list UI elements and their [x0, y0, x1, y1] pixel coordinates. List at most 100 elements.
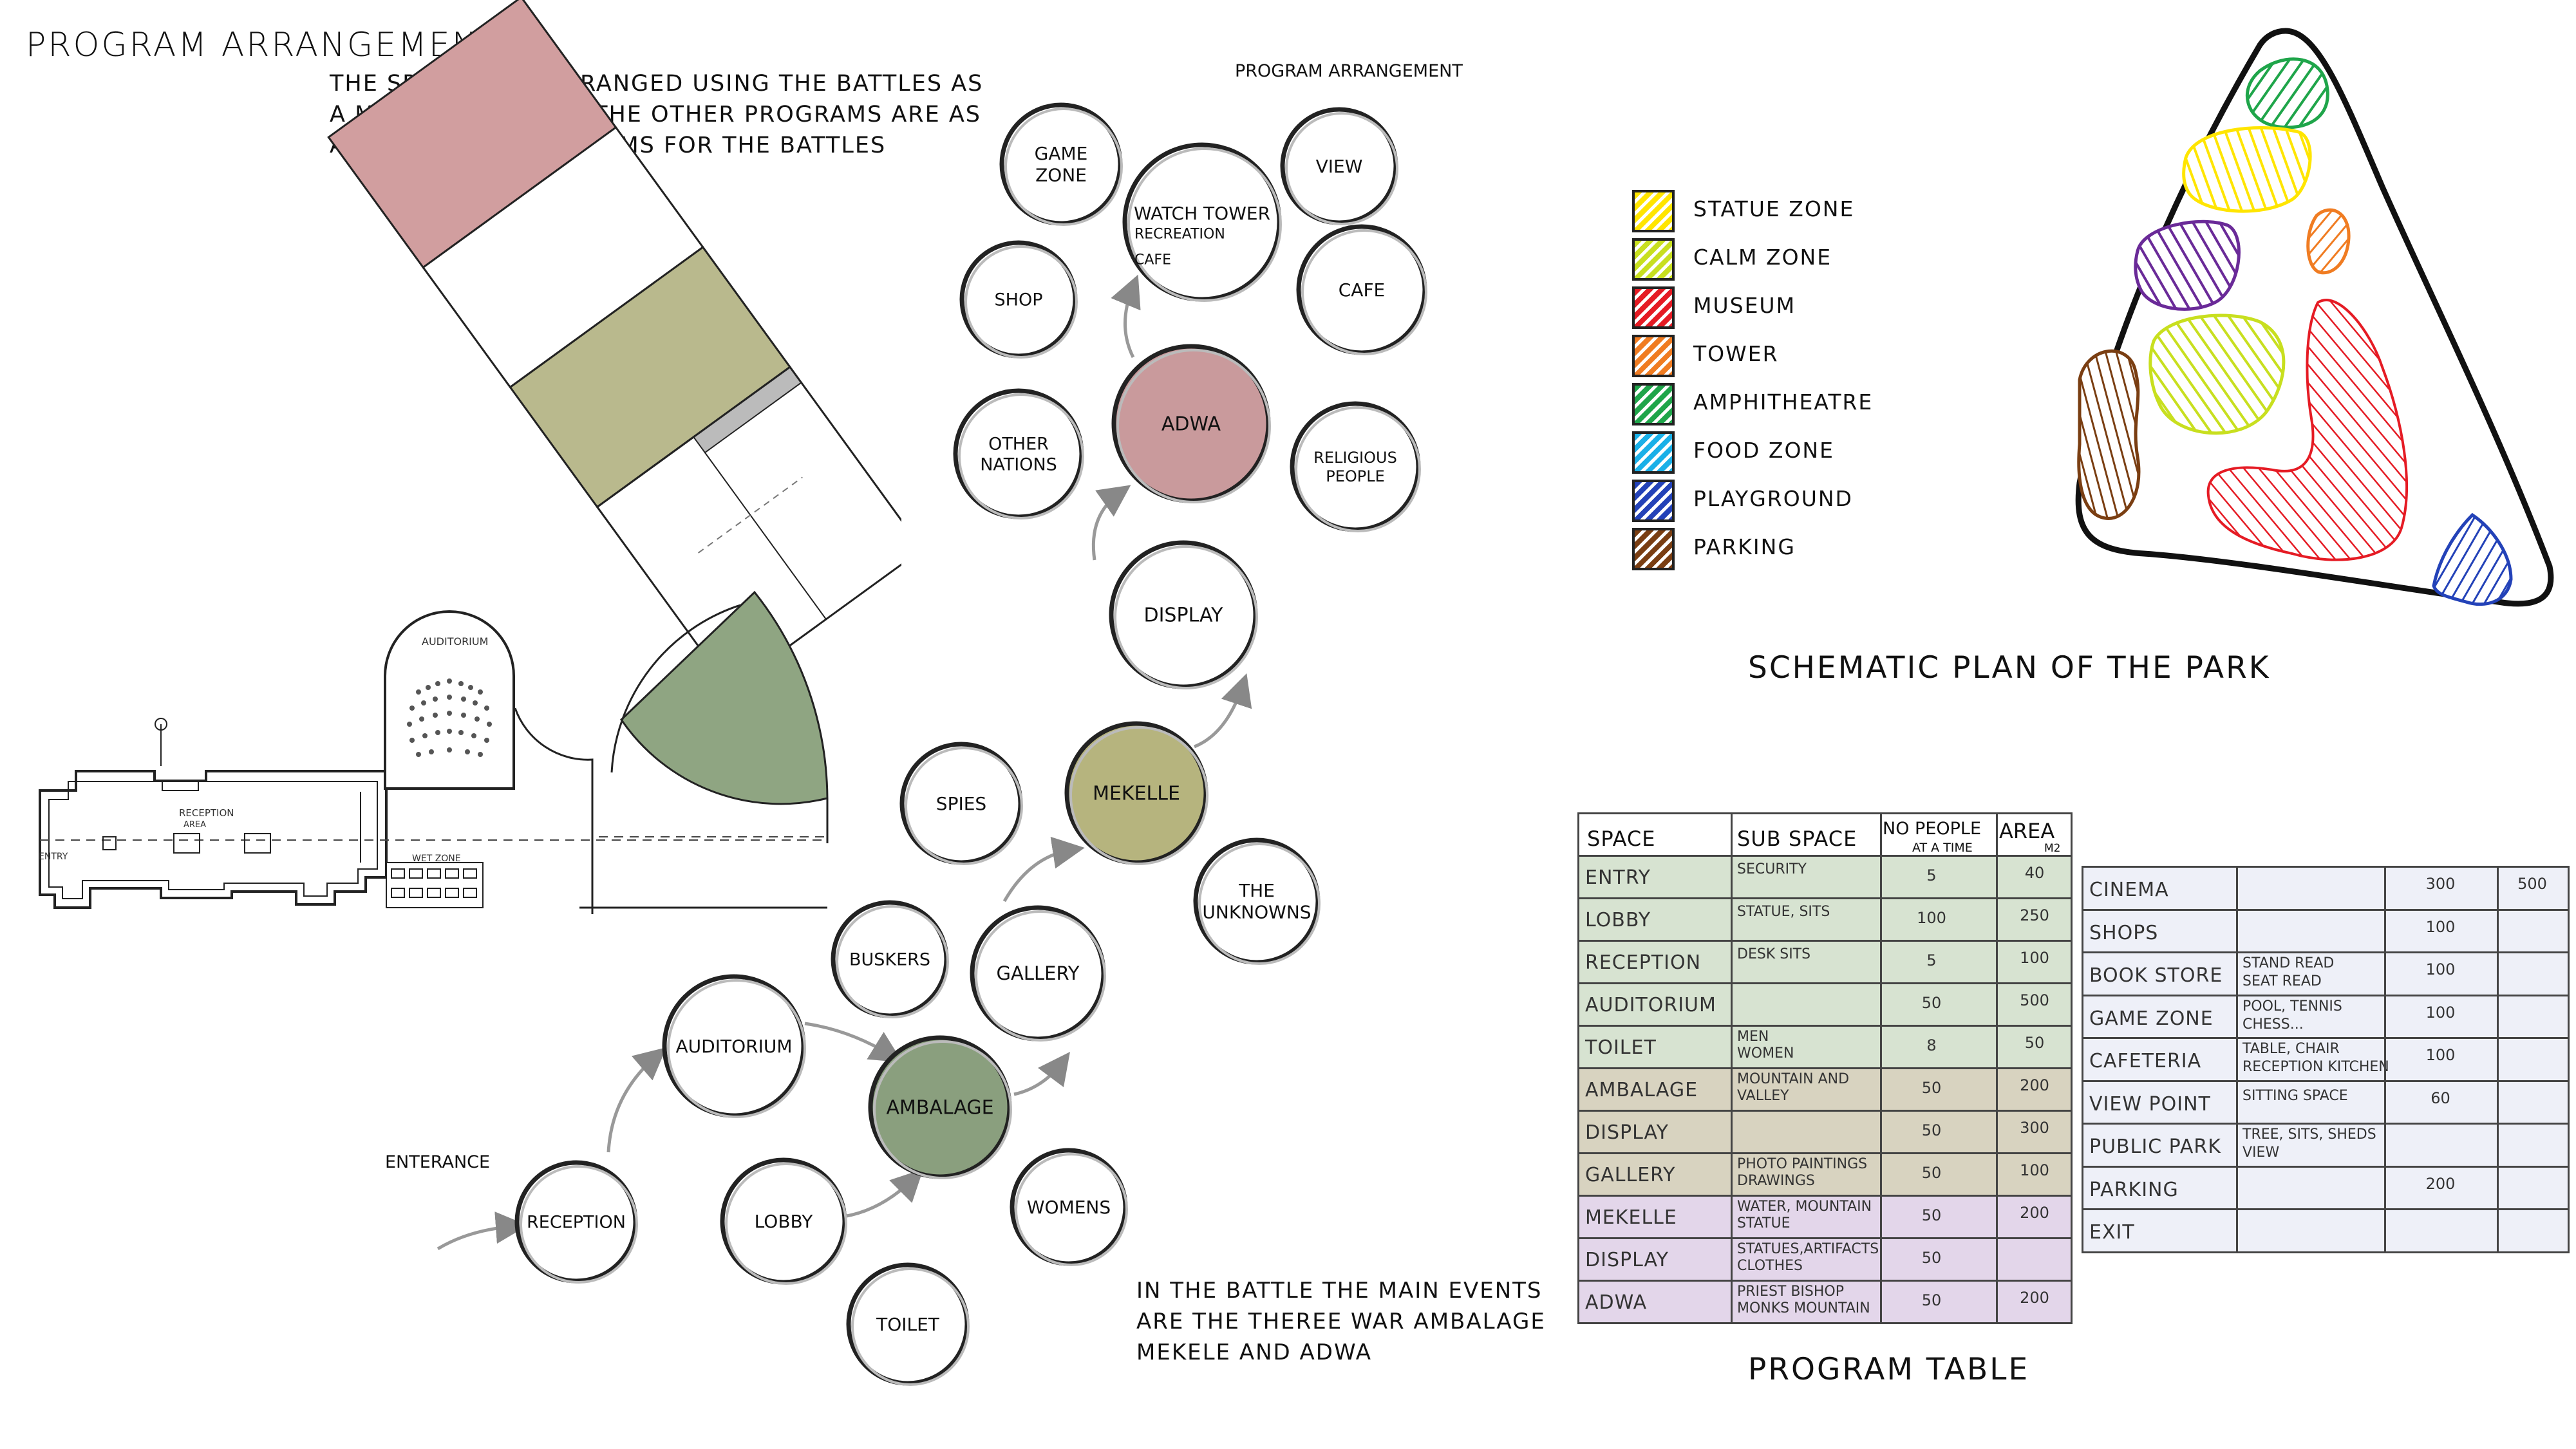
cell-space: ADWA — [1585, 1291, 1648, 1314]
legend-label: STATUE ZONE — [1693, 196, 1855, 221]
auditorium-block — [384, 610, 515, 790]
cell-sub-space: STATUE, SITS — [1737, 904, 1830, 920]
table-hline — [2082, 1080, 2570, 1082]
table-row: EXIT — [2082, 1208, 2568, 1251]
table-hline — [1577, 1195, 2073, 1197]
cell-people: 200 — [2425, 1174, 2456, 1193]
cell-people: 5 — [1926, 951, 1937, 969]
schematic-park-plan — [2075, 28, 2554, 607]
cell-space: MEKELLE — [1585, 1206, 1677, 1229]
bubble-shadow-8 — [1116, 349, 1271, 503]
cell-people: 50 — [1921, 1206, 1942, 1224]
bubble-shadow-11 — [905, 747, 1023, 865]
bubble-label-game-zone-0: GAME ZONE — [1035, 143, 1088, 186]
table-row: GAME ZONE POOL, TENNIS CHESS... 100 — [2082, 995, 2568, 1038]
table-hline — [2082, 1037, 2570, 1039]
cell-sub-space: DRAWINGS — [1737, 1173, 1815, 1189]
cell-people: 8 — [1926, 1036, 1937, 1054]
cell-space: BOOK STORE — [2089, 964, 2223, 987]
header-no-people: NO PEOPLE — [1883, 819, 1982, 839]
cell-people: 50 — [1921, 1291, 1942, 1309]
legend-item-amphitheatre: AMPHITHEATRE — [1632, 383, 1954, 428]
cell-area: 200 — [2020, 1076, 2049, 1094]
bubble-shadow-5 — [964, 245, 1078, 359]
entrance-label: ENTERANCE — [385, 1152, 491, 1172]
bubble-label-lobby-19: LOBBY — [755, 1211, 814, 1232]
cell-sub-space: TABLE, CHAIR — [2242, 1041, 2340, 1057]
cell-people: 50 — [1921, 1249, 1942, 1267]
table-row: AUDITORIUM 50 500 — [1577, 982, 2071, 1025]
cell-area: 100 — [2020, 949, 2049, 967]
table-hline — [2082, 951, 2570, 953]
cell-sub-space: VIEW — [2242, 1145, 2280, 1161]
cell-people: 50 — [1921, 1079, 1942, 1097]
bubble-label-the-unknowns-13: THE UNKNOWNS — [1202, 880, 1311, 923]
arrow-reception-auditorium — [606, 1047, 667, 1153]
arrow-auditorium-ambalage — [804, 1022, 903, 1063]
arrow-mekelle-display — [1194, 673, 1252, 749]
bubble-shadow-4 — [1285, 112, 1398, 225]
header-area-sub: M2 — [2044, 842, 2061, 855]
cell-space: GALLERY — [1585, 1164, 1676, 1186]
cell-area: 500 — [2517, 875, 2547, 893]
schematic-title: SCHEMATIC PLAN OF THE PARK — [1748, 650, 2271, 686]
zone-playground — [2432, 512, 2513, 606]
bubble-label-cafe-6: CAFE — [1339, 279, 1386, 301]
table-row: DISPLAY STATUES,ARTIFACTS CLOTHES 50 — [1577, 1237, 2071, 1280]
bubble-shadow-21 — [851, 1267, 970, 1386]
battle-note-1: IN THE BATTLE THE MAIN EVENTS — [1136, 1278, 1543, 1304]
bubble-label-watch-tower-1: WATCH TOWER — [1134, 203, 1270, 224]
bubble-label-ambalage-17: AMBALAGE — [886, 1097, 993, 1119]
zone-calm — [2148, 313, 2286, 435]
bubble-label-auditorium-16: AUDITORIUM — [676, 1036, 793, 1057]
legend-swatch — [1632, 431, 1675, 474]
table-hline — [1577, 897, 2073, 899]
cell-people: 100 — [2425, 1046, 2456, 1064]
cell-people: 100 — [1917, 909, 1946, 927]
table-row: AMBALAGE MOUNTAIN AND VALLEY 50 200 — [1577, 1067, 2071, 1110]
bubble-shadow-9 — [1295, 406, 1421, 532]
cell-sub-space: DESK SITS — [1737, 946, 1811, 962]
zone-legend: STATUE ZONE CALM ZONE MUSEUM TOWER AMPHITHEA… — [1632, 190, 1954, 608]
bubble-shadow-16 — [667, 979, 806, 1118]
legend-label: MUSEUM — [1693, 293, 1796, 318]
table-hline — [1577, 1237, 2073, 1239]
cell-people: 5 — [1926, 866, 1937, 884]
header-space: SPACE — [1587, 827, 1656, 851]
table-vline — [2082, 866, 2083, 1251]
arrow-adwa-watchtower — [1111, 274, 1141, 359]
cell-sub-space: RECEPTION KITCHEN — [2242, 1059, 2389, 1075]
bubble-label-adwa-8: ADWA — [1161, 413, 1221, 436]
table-row: ENTRY SECURITY 5 40 — [1577, 855, 2071, 897]
bubble-label-religious-people-9: RELIGIOUS PEOPLE — [1313, 449, 1397, 485]
zone-parking — [2077, 349, 2141, 520]
legend-label: PLAYGROUND — [1693, 486, 1853, 511]
table-hline — [2082, 1123, 2570, 1125]
program-table: SPACE SUB SPACE NO PEOPLE AT A TIME AREA M2 EN… — [1577, 812, 2073, 1329]
cell-sub-space: CHESS... — [2242, 1016, 2304, 1033]
table-hline — [1577, 982, 2073, 984]
cell-people: 300 — [2425, 875, 2456, 893]
bubble-label-gallery-15: GALLERY — [997, 962, 1080, 984]
cell-sub-space: SEAT READ — [2242, 973, 2322, 989]
legend-swatch — [1632, 286, 1675, 329]
cell-people: 50 — [1921, 994, 1942, 1012]
arrow-entrance-reception — [437, 1211, 528, 1251]
table-row: TOILET MEN WOMEN 8 50 — [1577, 1025, 2071, 1067]
arrow-display-adwa — [1091, 485, 1131, 561]
bubble-shadow-13 — [1198, 843, 1321, 965]
cell-space: CINEMA — [2089, 879, 2169, 901]
table-row: CAFETERIA TABLE, CHAIR RECEPTION KITCHEN 10… — [2082, 1037, 2568, 1080]
table-hline — [2082, 1208, 2570, 1210]
reception-plan-label: RECEPTION — [179, 807, 234, 819]
reception-area-plan-label: AREA — [183, 820, 206, 830]
legend-item-museum: MUSEUM — [1632, 286, 1954, 332]
bubble-shadow-15 — [975, 910, 1106, 1042]
bubble-shadow-14 — [836, 905, 949, 1018]
bubble-shadow-0 — [1004, 108, 1123, 226]
table-row: PUBLIC PARK TREE, SITS, SHEDS VIEW — [2082, 1123, 2568, 1166]
secondary-program-table: CINEMA 300 500 SHOPS 100 BOOK STORE STAND READ… — [2082, 866, 2570, 1253]
page-title: PROGRAM ARRANGEMENT — [26, 26, 502, 64]
program-table-title: PROGRAM TABLE — [1748, 1352, 2030, 1387]
legend-item-calm-zone: CALM ZONE — [1632, 238, 1954, 283]
